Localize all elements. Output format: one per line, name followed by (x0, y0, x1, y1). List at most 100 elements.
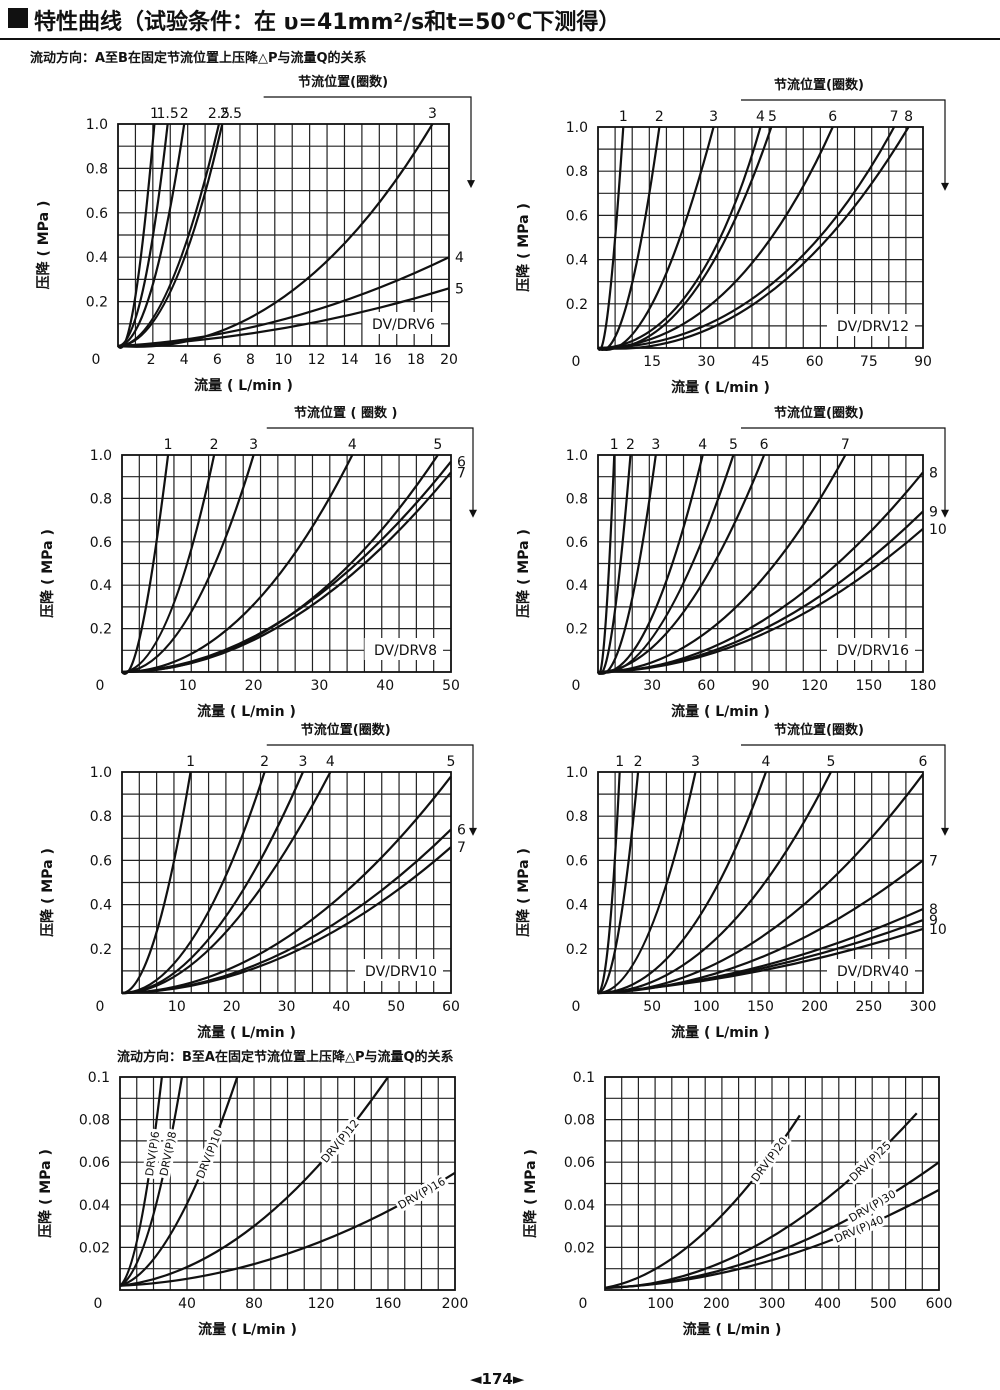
series-label: 2.5 (208, 106, 230, 122)
series-label: 6 (760, 437, 769, 453)
throttle-position-label: 节流位置 ( 圈数 ) (294, 405, 397, 421)
model-label-background (364, 638, 443, 660)
series-curve (117, 123, 186, 348)
series-label-group: DRV(P)6 (141, 1128, 163, 1180)
series-label: 3 (651, 437, 660, 453)
y-axis-label: 压降 ( MPa ) (39, 529, 56, 618)
direction-arrow-icon (941, 182, 949, 191)
series-label: 2 (210, 437, 219, 453)
series-label: 1 (150, 106, 159, 122)
chart-dv16: 0.2 0.4 0.6 0.8 1.0 0 30 60 90 120 150 180 流量 ( L/mi… (515, 405, 949, 720)
series-curve (121, 771, 266, 995)
model-label-background (827, 959, 915, 981)
series-label: 5 (826, 754, 835, 770)
model-label: DV/DRV12 (837, 319, 909, 335)
series-label: 7 (890, 109, 899, 125)
x-tick-label: 30 (310, 678, 328, 694)
series-label-background (141, 1128, 163, 1180)
x-tick-label: 30 (643, 678, 661, 694)
y-tick-label: 1.0 (90, 765, 112, 781)
y-tick-label: 0.08 (564, 1113, 595, 1129)
series-curve (597, 527, 924, 674)
x-axis-label: 流量 ( L/min ) (671, 1024, 770, 1041)
x-tick-label: 200 (801, 999, 828, 1015)
x-tick-label: 600 (926, 1296, 953, 1312)
model-label: DV/DRV6 (372, 317, 435, 333)
x-tick-label: 40 (332, 999, 350, 1015)
series-curve (121, 771, 192, 995)
x-axis-label: 流量 ( L/min ) (197, 703, 296, 720)
series-curve (117, 123, 224, 348)
x-tick-label: 200 (703, 1296, 730, 1312)
direction-arrow-line (263, 96, 472, 187)
chart-dv10: 0.2 0.4 0.6 0.8 1.0 0 10 20 30 40 50 60 流量 ( L/min )… (39, 722, 477, 1041)
y-axis-label: 压降 ( MPa ) (515, 529, 532, 618)
series-label: 8 (929, 902, 938, 918)
plot-frame (597, 771, 924, 994)
x-tick-label: 40 (376, 678, 394, 694)
x-tick-label: 120 (801, 678, 828, 694)
series-label-background (155, 1127, 180, 1180)
series-label: 1 (610, 437, 619, 453)
y-tick-label: 0.4 (86, 250, 108, 266)
x-tick-label: 16 (374, 352, 392, 368)
direction-arrow-icon (469, 827, 477, 836)
series-label: 2 (655, 109, 664, 125)
series-label: 10 (929, 522, 947, 538)
x-tick-label: 150 (747, 999, 774, 1015)
series-label-background (844, 1136, 896, 1186)
series-label: 2 (634, 754, 643, 770)
series-label: 7 (929, 853, 938, 869)
x-tick-label: 150 (855, 678, 882, 694)
series-curve (596, 126, 625, 351)
throttle-position-label: 节流位置(圈数) (774, 722, 864, 738)
y-tick-label: 0.6 (566, 853, 588, 869)
x-tick-label: 18 (407, 352, 425, 368)
y-axis-label: 压降 ( MPa ) (522, 1149, 539, 1238)
plot-frame (119, 1076, 456, 1291)
y-tick-label: 0.2 (90, 622, 112, 638)
x-tick-label: 160 (375, 1296, 402, 1312)
series-label: 6 (457, 822, 466, 838)
series-label: 6 (828, 109, 837, 125)
origin-label: 0 (92, 352, 101, 368)
y-tick-label: 0.1 (573, 1070, 595, 1086)
y-tick-label: 0.6 (566, 208, 588, 224)
series-curve (597, 927, 924, 995)
series-label: 2 (180, 106, 189, 122)
chart-dv40: 0.2 0.4 0.6 0.8 1.0 0 50 100 150 200 250 300 流量 ( L/… (515, 722, 949, 1041)
y-tick-label: 0.04 (564, 1198, 595, 1214)
series-label: 5 (455, 281, 464, 297)
model-label: DV/DRV40 (837, 964, 909, 980)
throttle-position-label: 节流位置(圈数) (301, 722, 391, 738)
y-tick-label: 0.6 (86, 206, 108, 222)
model-label-background (827, 638, 915, 660)
section-title-a-to-b: 流动方向：A至B在固定节流位置上压降△P与流量Q的关系 (30, 51, 367, 66)
y-tick-label: 0.4 (90, 898, 112, 914)
x-tick-label: 80 (245, 1296, 263, 1312)
x-tick-label: 120 (308, 1296, 335, 1312)
series-label-background (830, 1211, 888, 1247)
series-label-background (844, 1185, 900, 1226)
chart-drvp-large: 0.02 0.04 0.06 0.08 0.1 0 100 200 300 400 500 600 流量… (522, 1070, 953, 1338)
series-label: 2.5 (220, 106, 242, 122)
series-curve (597, 771, 832, 995)
x-axis-label: 流量 ( L/min ) (197, 1024, 296, 1041)
origin-label: 0 (572, 678, 581, 694)
y-axis-label: 压降 ( MPa ) (515, 848, 532, 937)
series-label: 7 (457, 840, 466, 856)
series-label: 8 (904, 109, 913, 125)
series-label-background (316, 1114, 364, 1168)
x-tick-label: 50 (387, 999, 405, 1015)
direction-arrow-icon (467, 180, 475, 189)
x-axis-label: 流量 ( L/min ) (683, 1321, 782, 1338)
direction-arrow-icon (941, 509, 949, 518)
x-tick-label: 2 (147, 352, 156, 368)
series-label: 1 (164, 437, 173, 453)
section-title-b-to-a: 流动方向：B至A在固定节流位置上压降△P与流量Q的关系 (117, 1050, 454, 1065)
series-label: 1 (186, 754, 195, 770)
y-tick-label: 0.6 (90, 535, 112, 551)
series-curve (117, 287, 450, 348)
x-tick-label: 200 (442, 1296, 469, 1312)
series-label: 5 (729, 437, 738, 453)
